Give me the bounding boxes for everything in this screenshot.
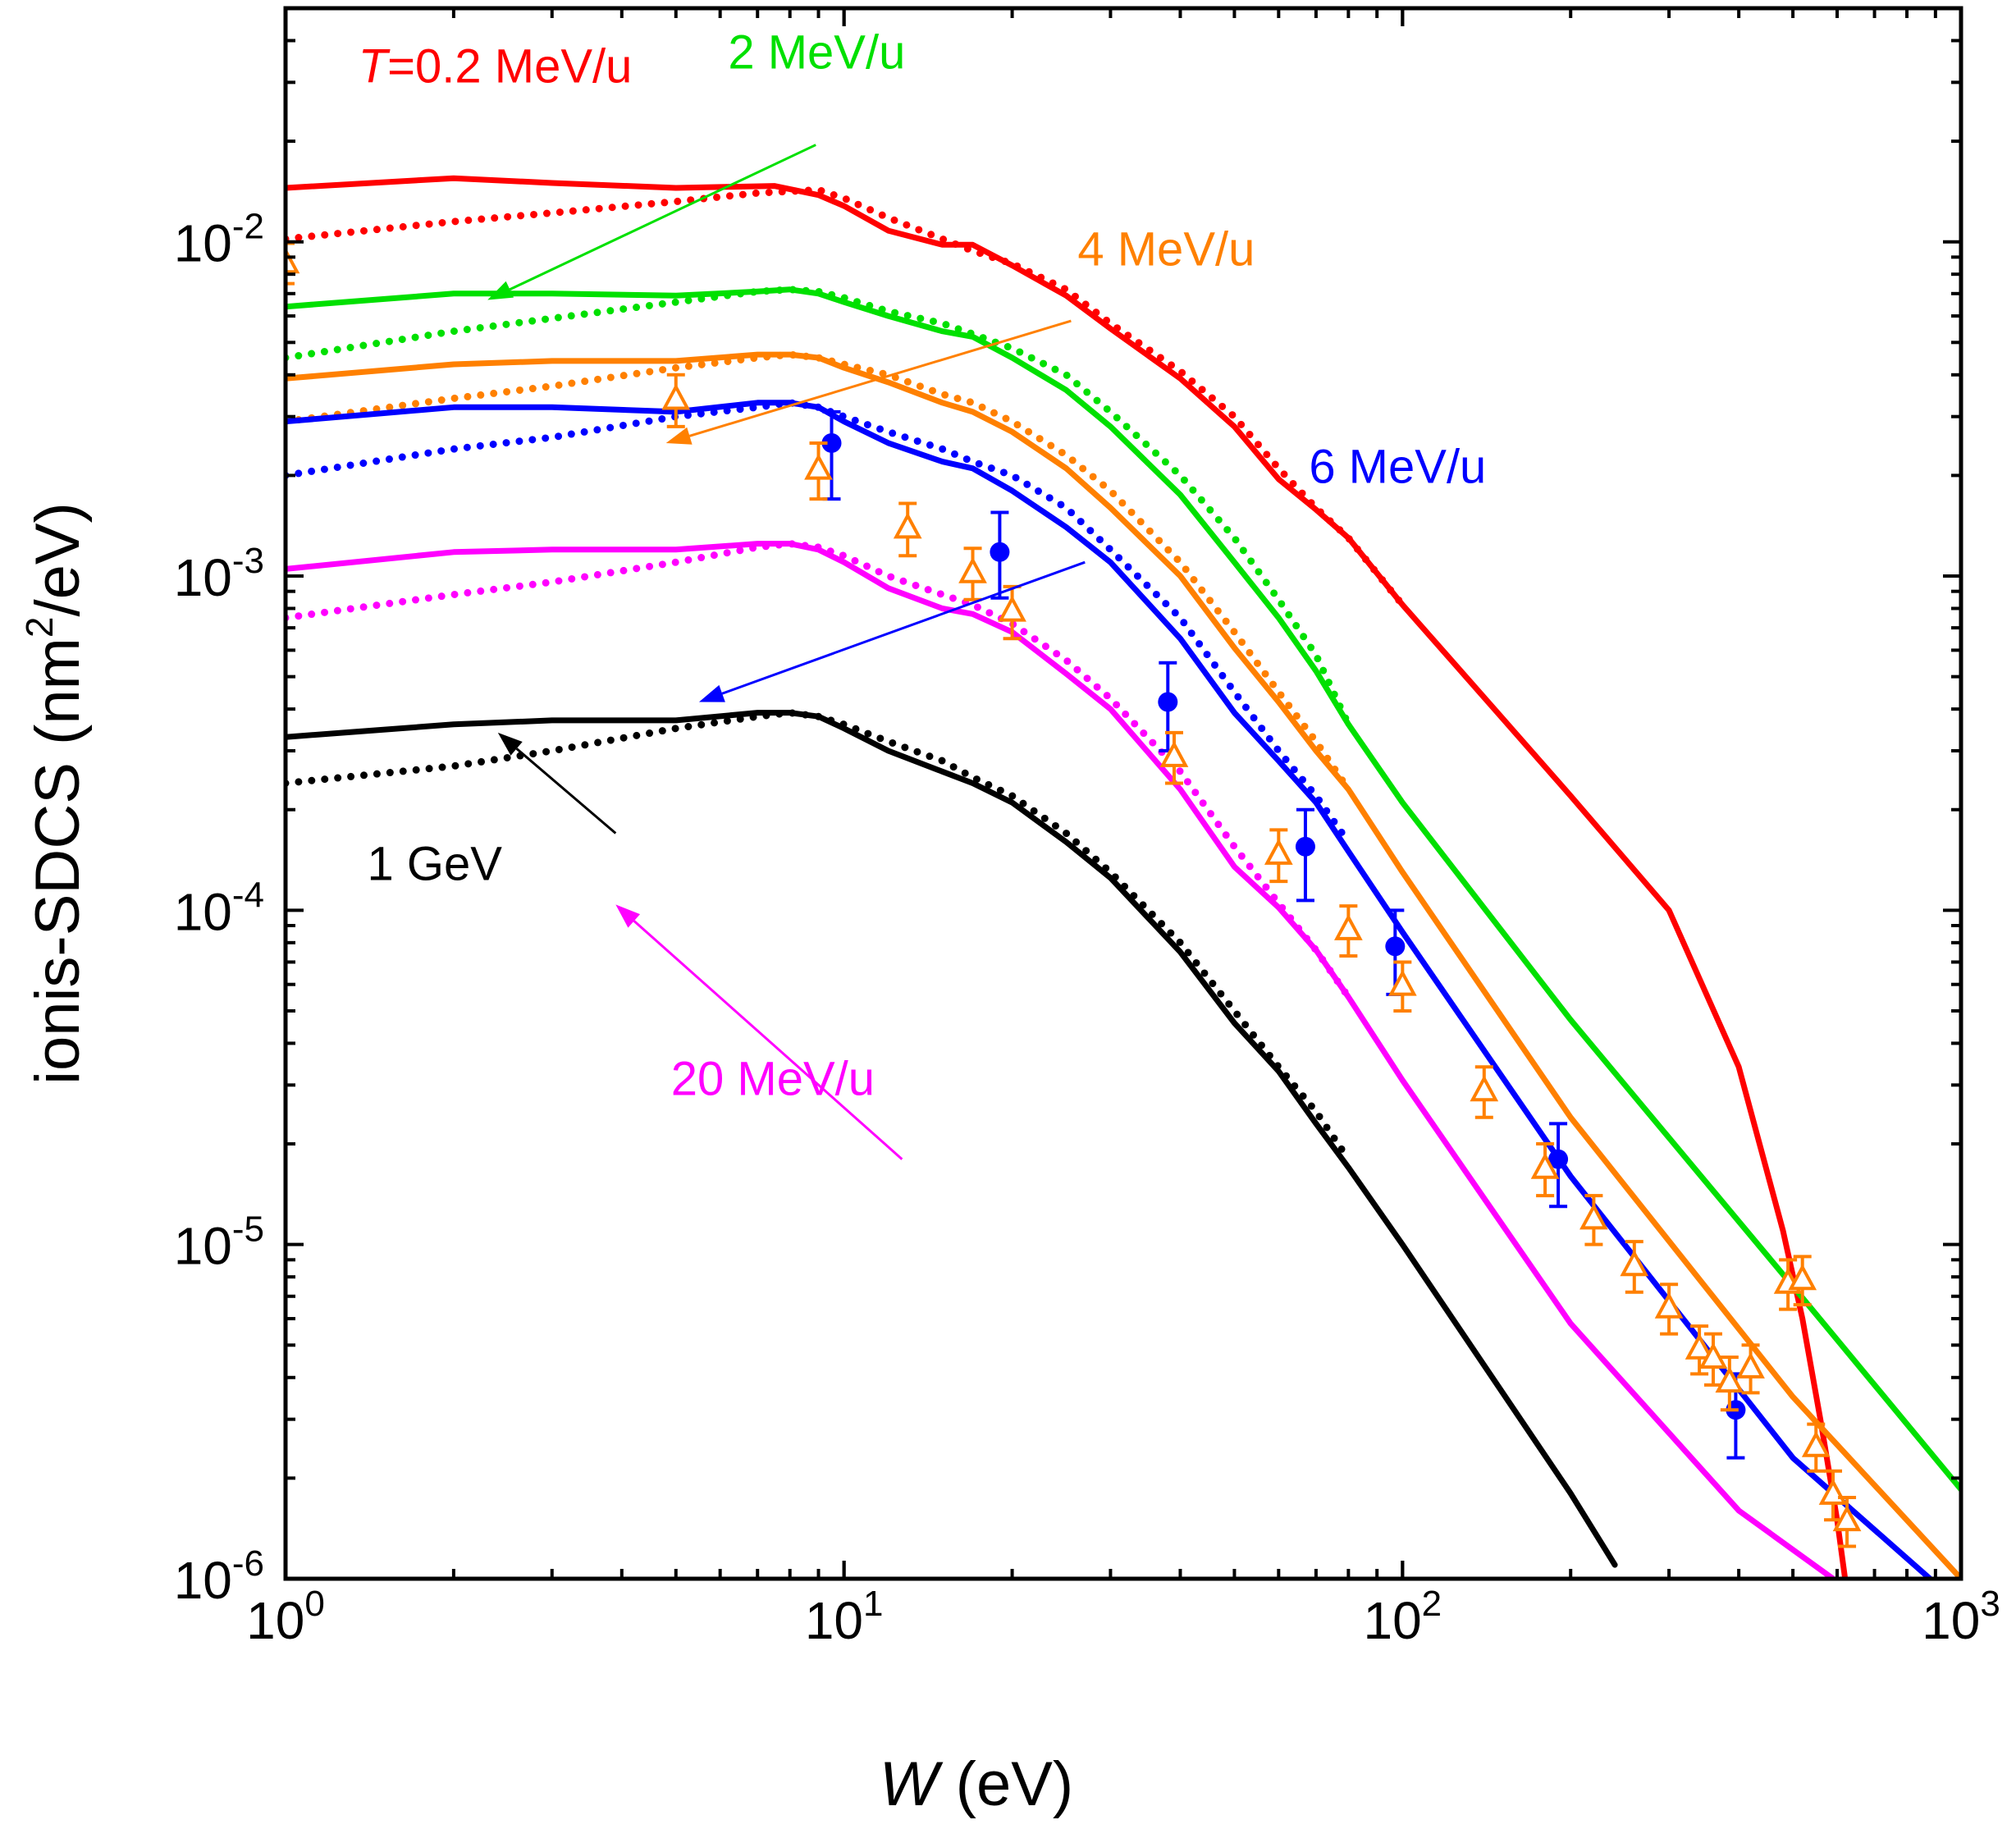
annotation-mev4: 4 MeV/u (1077, 222, 1255, 276)
arrow-mev6 (698, 560, 1086, 702)
annotation-gev1: 1 GeV (367, 838, 502, 891)
y-axis-title-sup: 2 (18, 617, 61, 638)
data-point-measured-open-triangles-13 (1620, 1240, 1649, 1294)
x-tick-label: 103 (1922, 1584, 2000, 1650)
data-point-measured-open-triangles-15 (1685, 1324, 1714, 1376)
series-4-mev-u-dotted (286, 350, 1352, 793)
data-point-measured-open-triangles-21 (1801, 1422, 1831, 1473)
data-point-measured-open-triangles-23 (1832, 1496, 1862, 1548)
y-tick-label: 10-3 (174, 541, 264, 607)
series-20-mev-u-solid (286, 541, 1836, 1579)
arrow-gev1 (497, 732, 617, 834)
series-2-mev-u-dotted (286, 286, 1352, 729)
data-point-measured-open-triangles-8 (1334, 904, 1363, 958)
arrow-mev20 (615, 904, 903, 1160)
plot-frame (283, 6, 1963, 1581)
y-tick-label: 10-2 (174, 207, 264, 273)
data-point-measured-open-triangles-17 (1715, 1356, 1744, 1412)
y-axis-title: ionis-SDCS (nm2/eV) (18, 502, 93, 1085)
data-point-measured-open-triangles-22 (1818, 1469, 1848, 1522)
annotation-mev2: 2 MeV/u (728, 26, 905, 80)
data-point-measured-filled-circles-0 (821, 409, 842, 501)
data-point-measured-open-triangles-16 (1698, 1332, 1728, 1387)
x-tick-label: 100 (246, 1584, 325, 1650)
data-point-measured-open-triangles-11 (1530, 1142, 1560, 1198)
x-tick-label: 102 (1363, 1584, 1442, 1650)
y-tick-label: 10-5 (174, 1209, 264, 1276)
annotation-arrows (487, 144, 1086, 1160)
data-point-measured-filled-circles-3 (1295, 807, 1315, 903)
measured-points (286, 241, 1862, 1548)
model-curves (286, 175, 1961, 1579)
data-point-measured-filled-circles-5 (1548, 1122, 1569, 1209)
series-20-mev-u-dotted (286, 540, 1352, 1001)
data-point-measured-open-triangles-9 (1387, 960, 1417, 1013)
data-point-measured-open-triangles-2 (804, 441, 833, 501)
y-axis-title-post: /eV) (23, 502, 93, 616)
annotation-t02: T=0.2 MeV/u (359, 39, 633, 93)
data-point-measured-open-triangles-6 (1159, 730, 1189, 785)
data-point-measured-open-triangles-5 (998, 584, 1026, 641)
data-point-measured-open-triangles-18 (1736, 1343, 1765, 1395)
x-axis-variable: W (880, 1749, 944, 1819)
annotation-mev20: 20 MeV/u (671, 1053, 875, 1106)
data-point-measured-open-triangles-1 (661, 373, 691, 428)
curve-labels: T=0.2 MeV/u 2 MeV/u 4 MeV/u 6 MeV/u 20 MeV/u… (359, 26, 1487, 1106)
data-point-measured-filled-circles-1 (990, 510, 1010, 600)
x-axis-title: W (eV) (880, 1749, 1073, 1819)
data-point-measured-open-triangles-3 (893, 501, 922, 558)
x-axis-unit: (eV) (939, 1749, 1074, 1819)
data-point-measured-open-triangles-14 (1654, 1283, 1684, 1336)
y-tick-label: 10-6 (174, 1543, 264, 1610)
tick-labels: 100 101 102 103 10-6 10-5 10-4 10-3 10-2 (174, 207, 2000, 1650)
y-tick-label: 10-4 (174, 875, 264, 941)
series-1-gev-dotted (286, 709, 1352, 1164)
y-axis-title-pre: ionis-SDCS (nm (23, 638, 93, 1085)
series-1-gev-solid (286, 710, 1618, 1568)
data-point-measured-open-triangles-7 (1264, 828, 1293, 884)
series-2-mev-u-solid (286, 286, 1961, 1493)
data-point-measured-open-triangles-20 (1788, 1255, 1817, 1307)
arrow-mev4 (665, 319, 1072, 445)
series-t-0-2-mev-u-dotted (286, 185, 1406, 609)
data-point-measured-open-triangles-12 (1579, 1194, 1608, 1246)
x-tick-label: 101 (805, 1584, 884, 1650)
data-point-measured-open-triangles-10 (1470, 1065, 1499, 1119)
series-4-mev-u-solid (286, 351, 1961, 1579)
data-point-measured-open-triangles-4 (958, 546, 987, 601)
series-6-mev-u-solid (286, 400, 1933, 1579)
arrow-mev2 (487, 144, 816, 300)
annotation-mev6: 6 MeV/u (1309, 440, 1486, 493)
